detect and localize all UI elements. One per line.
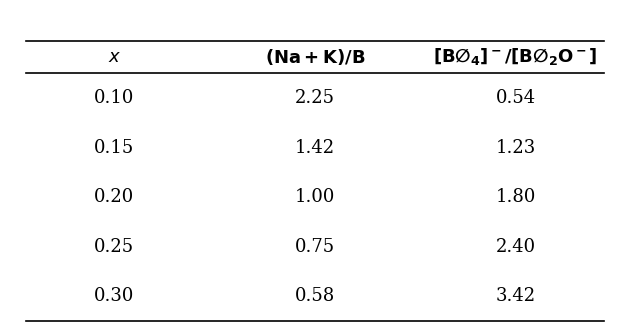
Text: 0.30: 0.30 [94,287,134,305]
Text: 2.25: 2.25 [295,89,335,107]
Text: 3.42: 3.42 [496,287,536,305]
Text: 1.23: 1.23 [496,139,536,157]
Text: 0.25: 0.25 [94,238,134,256]
Text: 0.54: 0.54 [496,89,536,107]
Text: $\mathbf{[B\varnothing_4]^-/[B\varnothing_2O^-]}$: $\mathbf{[B\varnothing_4]^-/[B\varnothin… [433,46,598,67]
Text: 0.20: 0.20 [94,188,134,206]
Text: 0.10: 0.10 [94,89,134,107]
Text: 1.00: 1.00 [295,188,335,206]
Text: 0.75: 0.75 [295,238,335,256]
Text: 0.15: 0.15 [94,139,134,157]
Text: $\it{x}$: $\it{x}$ [108,48,121,66]
Text: 2.40: 2.40 [496,238,536,256]
Text: $\mathbf{(Na+K)/B}$: $\mathbf{(Na+K)/B}$ [265,47,365,67]
Text: 1.80: 1.80 [496,188,536,206]
Text: 1.42: 1.42 [295,139,335,157]
Text: 0.58: 0.58 [295,287,335,305]
